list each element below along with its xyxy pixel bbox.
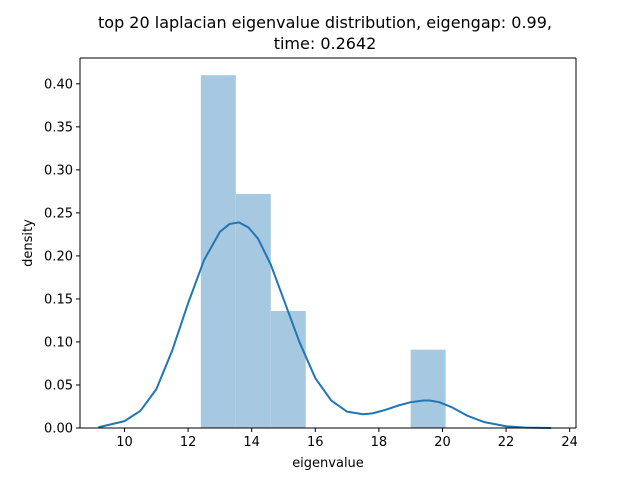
y-axis-ticks: 0.00 0.05 0.10 0.15 0.20 0.25 0.30 0.35 0.40 (44, 77, 80, 437)
kde-curve (98, 221, 552, 429)
x-tick-label: 22 (498, 435, 515, 450)
y-tick-label: 0.25 (44, 206, 73, 221)
chart-title-line2: time: 0.2642 (274, 34, 377, 53)
histogram-bars (200, 75, 446, 429)
x-axis-ticks: 10 12 14 16 18 20 22 24 (116, 428, 578, 450)
y-tick-label: 0.40 (44, 77, 73, 92)
x-tick-label: 10 (116, 435, 133, 450)
y-tick-label: 0.35 (44, 120, 73, 135)
x-tick-label: 18 (371, 435, 388, 450)
y-tick-label: 0.30 (44, 163, 73, 178)
histogram-bar (410, 349, 446, 428)
axes-spines (79, 57, 577, 429)
x-tick-label: 16 (307, 435, 324, 450)
histogram-bar (235, 193, 271, 428)
x-tick-label: 14 (243, 435, 260, 450)
kde-curve-group (98, 221, 552, 429)
y-axis-label: density (21, 219, 36, 267)
chart-title-line1: top 20 laplacian eigenvalue distribution… (98, 13, 552, 32)
plot-area (80, 58, 576, 428)
x-tick-label: 24 (561, 435, 578, 450)
y-tick-label: 0.15 (44, 292, 73, 307)
y-tick-label: 0.10 (44, 335, 73, 350)
y-tick-label: 0.20 (44, 249, 73, 264)
y-tick-label: 0.05 (44, 378, 73, 393)
histogram-bar (200, 75, 236, 429)
x-tick-label: 12 (180, 435, 197, 450)
x-tick-label: 20 (434, 435, 451, 450)
y-tick-label: 0.00 (44, 422, 73, 437)
x-axis-label: eigenvalue (292, 456, 364, 471)
histogram-bar (270, 310, 306, 428)
